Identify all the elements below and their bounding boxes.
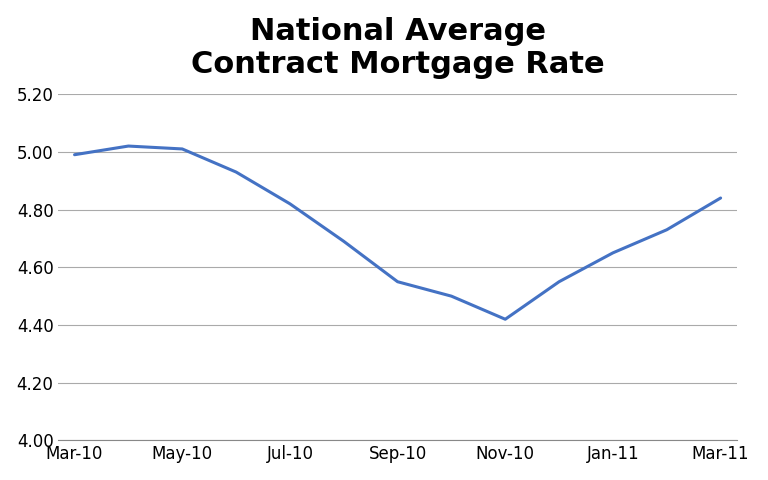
Title: National Average
Contract Mortgage Rate: National Average Contract Mortgage Rate <box>190 17 604 79</box>
